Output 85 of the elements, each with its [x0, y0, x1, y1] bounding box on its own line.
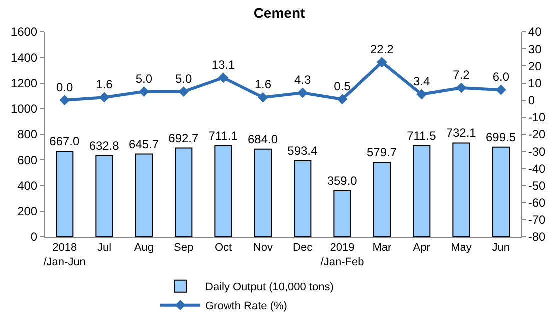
data-label: 732.1	[446, 126, 477, 140]
data-label: 6.0	[492, 70, 510, 84]
y2-tick-label: -30	[528, 144, 546, 159]
data-label: 5.0	[175, 72, 192, 86]
y-tick-label: 0	[30, 230, 38, 244]
y2-tick-label: -80	[528, 230, 546, 244]
point	[298, 88, 308, 98]
y-tick-label: 200	[18, 204, 38, 219]
x-tick-label: Nov	[253, 242, 274, 254]
x-tick-label: May	[451, 242, 472, 254]
point	[99, 92, 110, 103]
data-label: 645.7	[128, 137, 160, 152]
bar	[413, 145, 431, 237]
data-label: 1.6	[96, 78, 114, 92]
bar	[96, 155, 114, 237]
x-tick-label: Sep	[174, 242, 194, 254]
x-tick-label: 2018 /Jan-Jun	[44, 242, 86, 268]
data-label: 22.2	[370, 42, 394, 56]
bar	[294, 160, 312, 237]
y-tick-label: 600	[18, 153, 38, 168]
data-label: 692.7	[168, 131, 200, 146]
x-tick-label: Mar	[372, 242, 392, 254]
bar	[135, 154, 153, 237]
y2-tick-label: 30	[528, 42, 542, 56]
data-label: 632.8	[89, 138, 120, 153]
y-tick-label: 1000	[10, 102, 38, 116]
data-label: 667.0	[50, 134, 80, 149]
data-label: 699.5	[486, 130, 516, 144]
data-label: 1.6	[254, 78, 272, 92]
point	[60, 95, 70, 106]
point	[178, 86, 190, 97]
x-tick-label: Apr	[413, 242, 431, 254]
y2-tick-label: 0	[528, 94, 536, 108]
y-tick-label: 1200	[10, 76, 38, 90]
x-tick-label: Dec	[293, 242, 314, 254]
point	[218, 72, 229, 84]
x-tick-label: 2019 /Jan-Feb	[320, 242, 364, 268]
x-tick-label: Jun	[492, 242, 510, 254]
data-label: 3.4	[413, 74, 430, 89]
x-tick-label: Oct	[214, 242, 232, 254]
data-label: 13.1	[212, 58, 236, 72]
data-label: 359.0	[327, 174, 358, 188]
y2-tick-label: -60	[528, 196, 546, 210]
y2-tick-label: -70	[528, 213, 546, 228]
bar	[56, 151, 74, 237]
point	[496, 84, 506, 96]
chart-title: Cement	[254, 5, 306, 22]
point	[376, 57, 388, 68]
bar	[373, 162, 391, 237]
data-label: 711.1	[208, 128, 238, 143]
data-label: 5.0	[136, 72, 153, 86]
y-tick-label: 1400	[10, 50, 38, 65]
y2-tick-label: 10	[528, 76, 542, 90]
point	[337, 94, 348, 105]
y2-tick-label: 20	[528, 59, 542, 74]
point	[258, 92, 268, 103]
bar	[175, 148, 193, 237]
y2-tick-label: -40	[528, 162, 546, 176]
point	[456, 82, 467, 94]
x-tick-label: Jul	[97, 242, 112, 254]
y2-tick-label: -20	[528, 128, 546, 142]
data-label: 4.3	[294, 72, 312, 87]
data-label: 593.4	[288, 144, 318, 158]
y-tick-label: 400	[18, 178, 38, 193]
data-label: 684.0	[248, 132, 278, 146]
data-label: 0.5	[334, 79, 352, 94]
legend-label: Growth Rate (%)	[206, 300, 288, 313]
data-label: 711.5	[407, 128, 437, 143]
point	[138, 86, 150, 97]
bar	[492, 146, 510, 237]
data-label: 7.2	[453, 68, 470, 82]
y2-tick-label: -50	[528, 178, 546, 193]
y-tick-label: 1600	[10, 25, 38, 40]
y2-tick-label: -10	[528, 110, 546, 125]
y-tick-label: 800	[18, 128, 38, 142]
bar	[214, 145, 232, 237]
data-label: 579.7	[366, 146, 398, 160]
bar	[334, 190, 352, 237]
bar	[254, 148, 272, 237]
x-tick-label: Aug	[134, 242, 154, 254]
data-label: 0.0	[56, 80, 74, 94]
bar	[452, 142, 470, 237]
point	[416, 89, 428, 100]
y2-tick-label: 40	[528, 25, 542, 40]
legend-label: Daily Output (10,000 tons)	[206, 282, 334, 294]
